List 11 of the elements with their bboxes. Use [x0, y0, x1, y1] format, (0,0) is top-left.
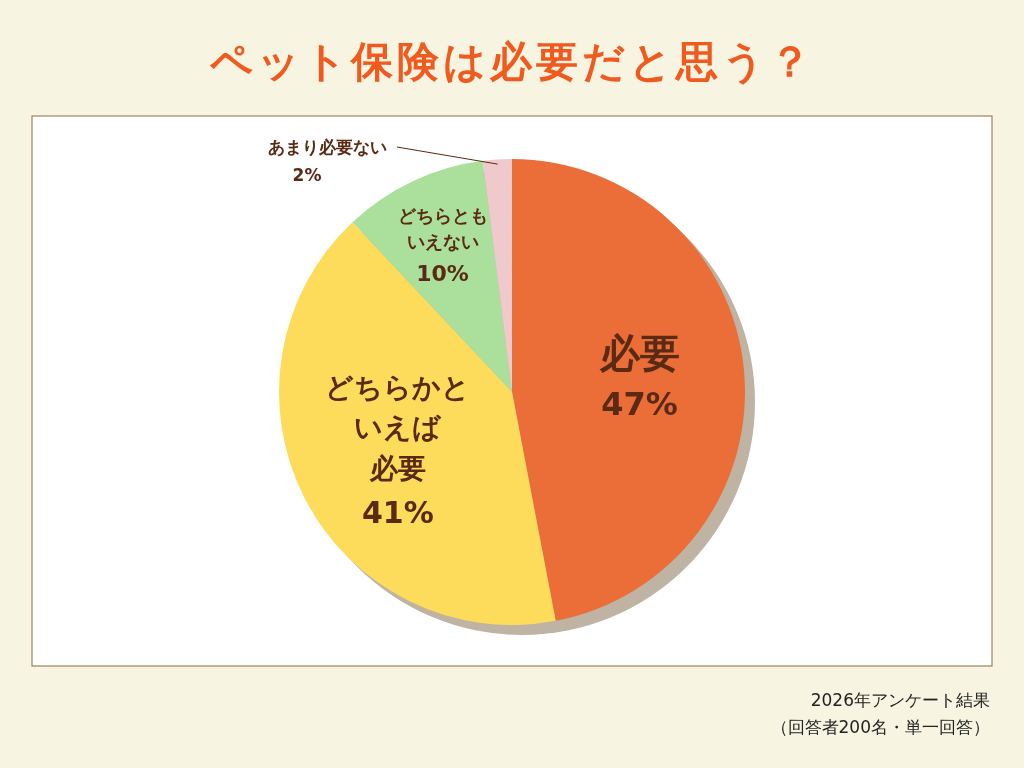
- slice-label: 必要: [598, 329, 680, 376]
- slice-label: あまり必要ない: [267, 137, 387, 157]
- text: （回答者200名・単一回答）: [770, 717, 990, 737]
- data-label: 10%: [416, 260, 469, 286]
- chart-title: ペット保険は必要だと思う？: [208, 37, 815, 86]
- data-label: 41%: [361, 494, 434, 530]
- slice-label: どちらかといえば必要: [325, 370, 471, 485]
- slice-label: どちらともいえない: [397, 204, 488, 252]
- data-label: 2%: [292, 165, 322, 185]
- text: 2026年アンケート結果: [810, 690, 990, 710]
- data-label: 47%: [601, 384, 678, 423]
